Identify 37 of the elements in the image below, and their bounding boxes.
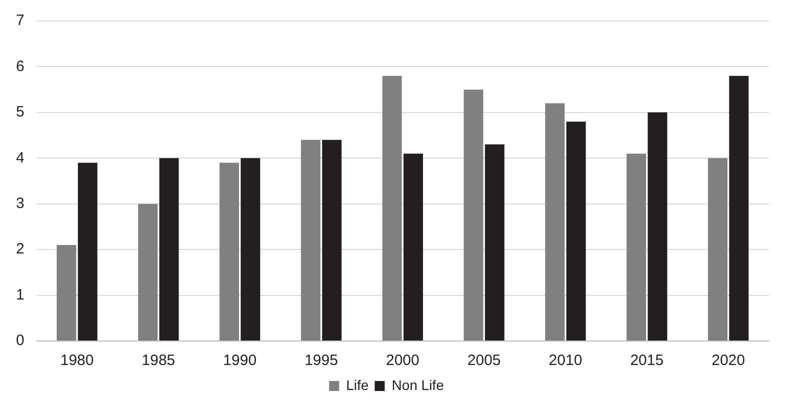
- bar: [300, 140, 320, 340]
- bar: [138, 204, 158, 340]
- x-tick-label: 1980: [60, 352, 94, 370]
- y-tick-label: 7: [16, 12, 24, 30]
- bar: [56, 245, 76, 340]
- x-tick-label: 1990: [223, 352, 257, 370]
- bar: [648, 112, 668, 340]
- bar: [708, 158, 728, 340]
- bar: [322, 140, 342, 340]
- bar: [159, 158, 179, 340]
- legend-label: Life: [346, 376, 369, 393]
- y-tick-label: 2: [16, 240, 24, 258]
- bar: [382, 76, 402, 340]
- y-tick-label: 3: [16, 195, 24, 212]
- y-tick-label: 5: [16, 104, 24, 121]
- y-tick-label: 0: [16, 332, 24, 350]
- bar: [545, 103, 565, 340]
- x-tick-label: 2020: [712, 352, 745, 370]
- legend-label: Non Life: [392, 376, 444, 393]
- bar: [220, 162, 240, 340]
- bar: [484, 144, 504, 340]
- bar: [464, 90, 484, 340]
- x-tick-label: 2010: [548, 352, 582, 370]
- bar: [566, 122, 586, 340]
- bar: [240, 158, 260, 340]
- y-tick-label: 4: [16, 149, 24, 166]
- bar: [626, 154, 646, 340]
- x-tick-label: 2000: [386, 352, 420, 370]
- bar: [404, 154, 423, 340]
- x-tick-label: 2005: [467, 352, 501, 370]
- y-tick-label: 6: [16, 58, 24, 75]
- x-tick-label: 2015: [630, 352, 664, 370]
- bar: [78, 162, 98, 340]
- y-tick-label: 1: [16, 286, 24, 304]
- x-tick-label: 1985: [142, 352, 176, 370]
- bar: [729, 76, 749, 340]
- x-tick-label: 1995: [304, 352, 338, 370]
